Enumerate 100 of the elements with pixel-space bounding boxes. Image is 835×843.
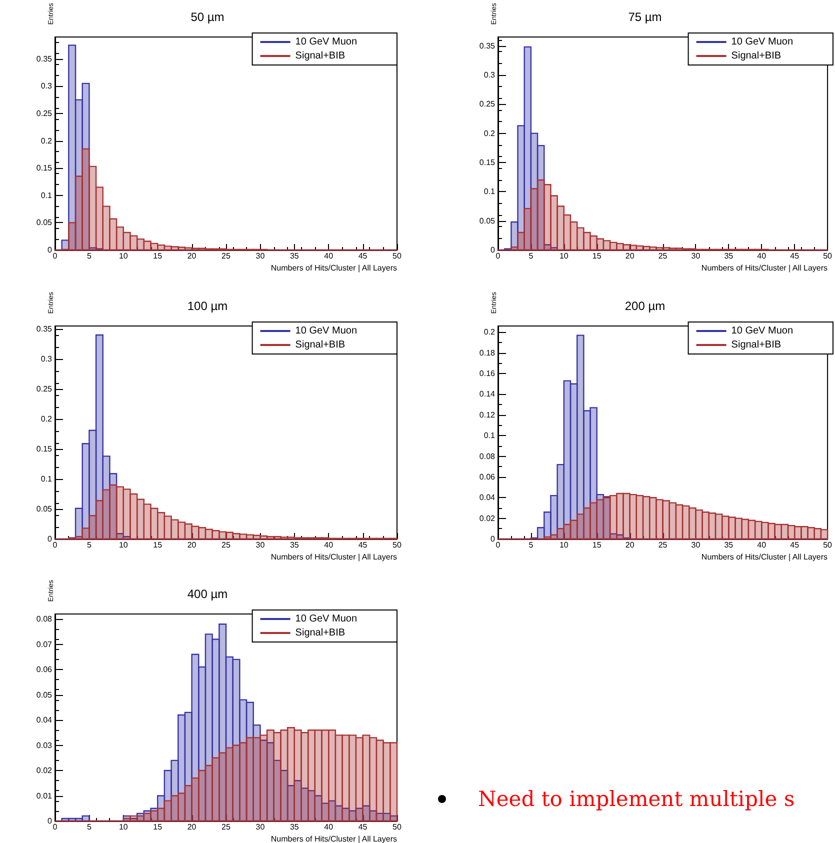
- x-tick-label: 20: [625, 540, 635, 550]
- legend-label: 10 GeV Muon: [731, 36, 794, 48]
- y-tick-label: 0.01: [36, 791, 53, 800]
- x-tick-label: 30: [256, 822, 266, 832]
- x-axis-title: Numbers of Hits/Cluster | All Layers: [270, 264, 397, 272]
- x-tick-label: 35: [724, 540, 734, 550]
- x-tick-label: 10: [118, 252, 128, 260]
- y-tick-label: 0.05: [36, 504, 53, 514]
- y-tick-label: 0.08: [36, 614, 53, 624]
- x-tick-label: 5: [86, 540, 92, 550]
- legend-label: 10 GeV Muon: [295, 614, 358, 624]
- x-tick-label: 40: [324, 822, 334, 832]
- chart-title: 400 µm: [187, 587, 228, 601]
- y-tick-label: 0.03: [36, 740, 53, 750]
- y-tick-label: 0.35: [479, 41, 496, 50]
- y-tick-label: 0.3: [40, 354, 53, 364]
- x-tick-label: 40: [324, 540, 334, 550]
- chart-title: 200 µm: [624, 299, 666, 313]
- y-tick-label: 0.35: [36, 324, 53, 334]
- x-tick-label: 50: [823, 540, 833, 550]
- x-tick-label: 40: [324, 252, 334, 260]
- x-tick-label: 45: [358, 252, 368, 260]
- legend-label: Signal+BIB: [295, 340, 346, 350]
- x-tick-label: 25: [222, 540, 231, 550]
- y-tick-label: 0.25: [36, 384, 53, 394]
- x-tick-label: 40: [757, 540, 767, 550]
- y-tick-label: 0.02: [36, 766, 53, 776]
- x-tick-label: 25: [658, 540, 668, 550]
- x-tick-label: 50: [392, 540, 402, 550]
- y-tick-label: 0.16: [479, 369, 496, 378]
- y-tick-label: 0.06: [36, 665, 53, 674]
- x-tick-label: 5: [86, 822, 92, 832]
- y-tick-label: 0.3: [484, 70, 496, 80]
- y-tick-label: 0.04: [479, 493, 496, 502]
- chart-title: 100 µm: [187, 299, 228, 313]
- legend-label: Signal+BIB: [295, 50, 346, 62]
- y-tick-label: 0: [48, 816, 53, 826]
- y-tick-label: 0.15: [36, 164, 53, 173]
- legend-label: 10 GeV Muon: [731, 326, 794, 336]
- y-tick-label: 0: [490, 246, 496, 254]
- x-tick-label: 50: [392, 822, 402, 832]
- y-tick-label: 0.25: [36, 108, 53, 118]
- x-tick-label: 15: [592, 252, 602, 260]
- x-tick-label: 5: [86, 252, 92, 260]
- y-tick-label: 0: [490, 534, 496, 544]
- y-tick-label: 0: [48, 534, 53, 544]
- x-tick-label: 10: [118, 822, 128, 832]
- x-tick-label: 15: [592, 540, 602, 550]
- x-tick-label: 15: [153, 540, 163, 550]
- y-tick-label: 0.04: [36, 716, 53, 725]
- x-tick-label: 20: [187, 540, 197, 550]
- y-tick-label: 0.05: [36, 690, 53, 700]
- y-tick-label: 0.15: [479, 158, 496, 167]
- x-axis-title: Numbers of Hits/Cluster | All Layers: [270, 834, 397, 843]
- y-tick-label: 0.1: [40, 474, 53, 484]
- y-tick-label: 0.2: [484, 328, 496, 337]
- x-tick-label: 15: [153, 252, 163, 260]
- y-tick-label: 0.2: [40, 136, 53, 146]
- legend-label: Signal+BIB: [295, 628, 346, 638]
- x-tick-label: 5: [528, 252, 534, 260]
- x-tick-label: 35: [290, 252, 300, 260]
- x-tick-label: 5: [528, 540, 534, 550]
- x-tick-label: 45: [790, 540, 800, 550]
- y-tick-label: 0.02: [479, 514, 496, 523]
- y-tick-label: 0.14: [479, 390, 496, 399]
- y-tick-label: 0: [48, 246, 53, 254]
- x-tick-label: 35: [290, 822, 300, 832]
- y-tick-label: 0.08: [479, 452, 496, 461]
- y-tick-label: 0.1: [484, 187, 496, 196]
- x-tick-label: 45: [358, 540, 368, 550]
- x-tick-label: 50: [392, 252, 402, 260]
- text: Need to implement multiple s: [478, 787, 795, 811]
- y-tick-label: 0.35: [36, 54, 53, 64]
- x-tick-label: 15: [153, 822, 163, 832]
- legend-label: 10 GeV Muon: [295, 36, 358, 48]
- x-axis-title: Numbers of Hits/Cluster | All Layers: [701, 552, 828, 562]
- y-tick-label: 0.18: [479, 348, 496, 358]
- x-tick-label: 35: [290, 540, 300, 550]
- x-tick-label: 25: [222, 252, 231, 260]
- y-tick-label: 0.25: [479, 100, 496, 109]
- y-tick-label: 0.2: [40, 414, 53, 424]
- x-tick-label: 50: [823, 252, 833, 260]
- x-axis-title: Numbers of Hits/Cluster | All Layers: [270, 552, 397, 562]
- y-tick-label: 0.2: [484, 128, 496, 138]
- y-tick-label: 0.06: [479, 472, 496, 482]
- x-tick-label: 10: [559, 252, 569, 260]
- x-tick-label: 10: [559, 540, 569, 550]
- y-tick-label: 0.1: [40, 190, 53, 200]
- x-tick-label: 35: [724, 252, 734, 260]
- x-tick-label: 40: [757, 252, 767, 260]
- legend-label: 10 GeV Muon: [295, 326, 358, 336]
- y-tick-label: 0.05: [479, 216, 496, 226]
- legend-label: Signal+BIB: [731, 50, 782, 62]
- x-tick-label: 45: [790, 252, 800, 260]
- y-tick-label: 0.12: [479, 410, 496, 420]
- x-tick-label: 25: [222, 822, 231, 832]
- x-tick-label: 30: [256, 540, 266, 550]
- y-tick-label: 0.05: [36, 218, 53, 228]
- y-tick-label: 0.3: [40, 82, 53, 91]
- x-tick-label: 30: [256, 252, 266, 260]
